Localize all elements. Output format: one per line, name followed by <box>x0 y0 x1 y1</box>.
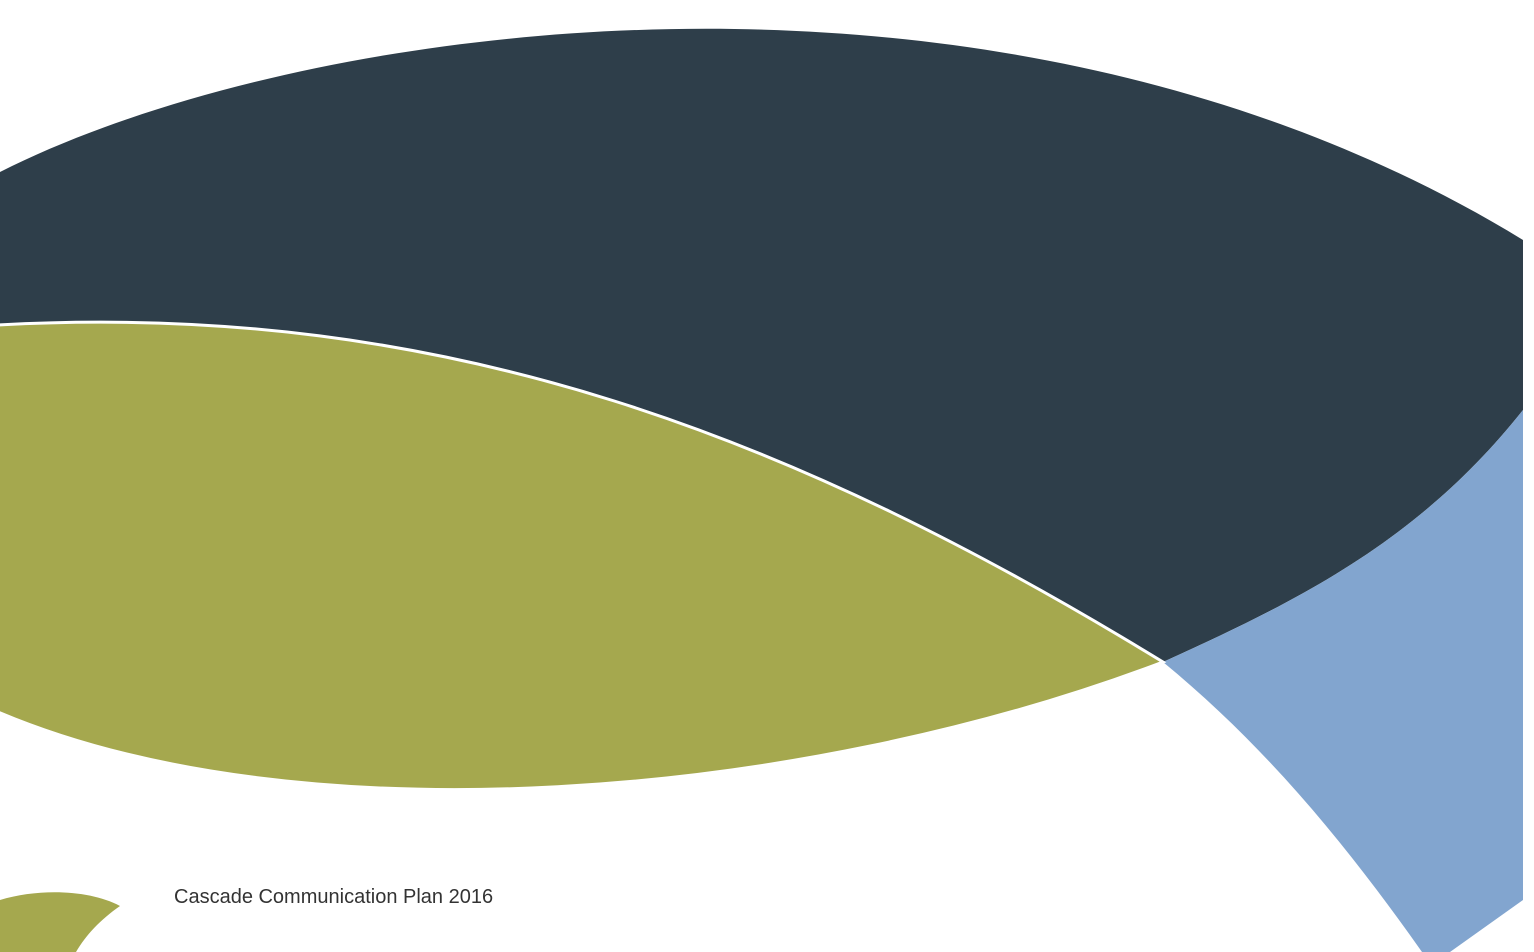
olive-small-shape <box>0 892 120 952</box>
document-title: Cascade Communication Plan 2016 <box>174 886 494 908</box>
blue-shape <box>1163 410 1523 952</box>
dark-shape <box>0 28 1523 663</box>
olive-shape <box>0 320 1167 792</box>
